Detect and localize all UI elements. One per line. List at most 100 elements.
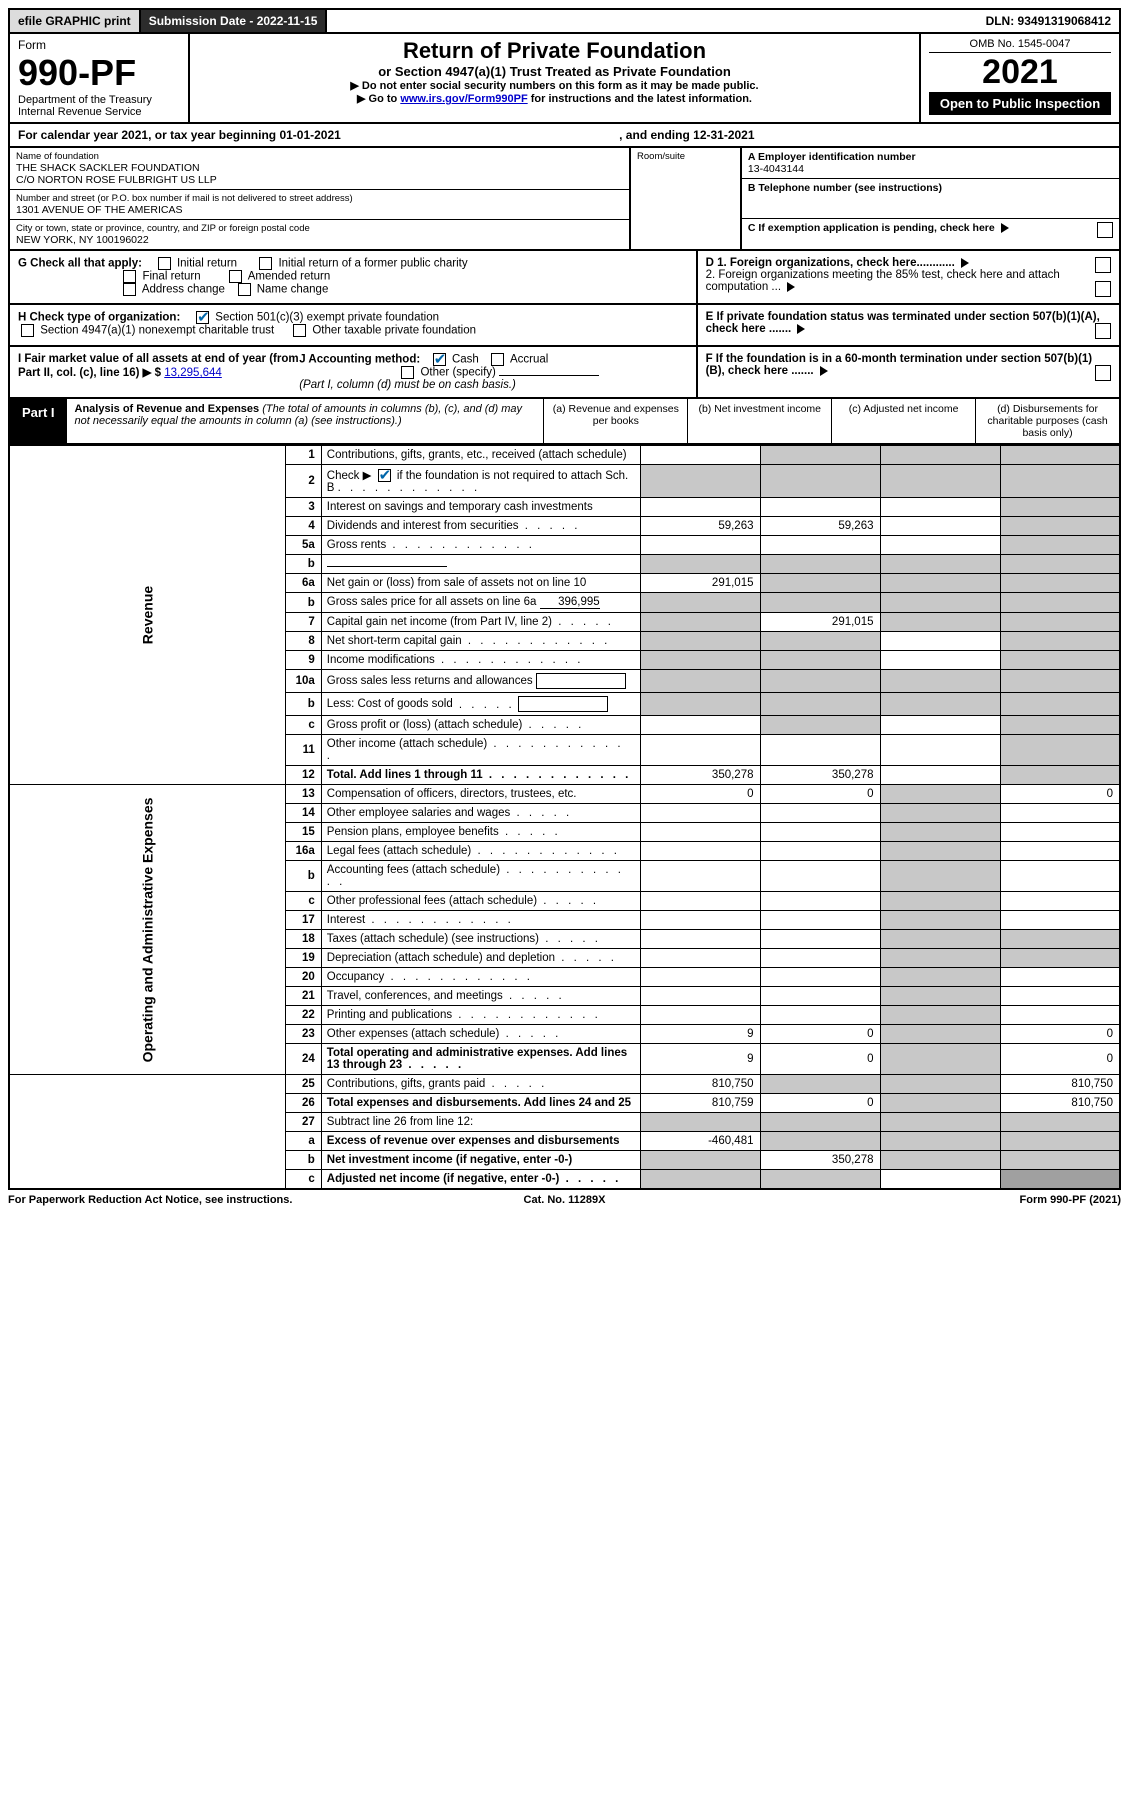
d1-row: D 1. Foreign organizations, check here..… — [706, 257, 1111, 269]
cell-a: 9 — [640, 1044, 760, 1075]
linenum: 12 — [285, 766, 321, 785]
cell-c — [880, 1044, 1000, 1075]
cell-a — [640, 1151, 760, 1170]
j-cash-checkbox[interactable] — [433, 353, 446, 366]
cell-c — [880, 670, 1000, 693]
cell-b — [760, 1132, 880, 1151]
i-value[interactable]: 13,295,644 — [164, 367, 222, 379]
cell-d — [1000, 536, 1120, 555]
cell-b — [760, 632, 880, 651]
cell-a: 0 — [640, 785, 760, 804]
part1-col-a: (a) Revenue and expenses per books — [543, 399, 687, 443]
linenum: 16a — [285, 842, 321, 861]
g-d-section: G Check all that apply: Initial return I… — [8, 251, 1121, 305]
cell-a — [640, 987, 760, 1006]
cell-d: 0 — [1000, 785, 1120, 804]
g-name-change-checkbox[interactable] — [238, 283, 251, 296]
row-label: Other income (attach schedule) — [321, 735, 640, 766]
cell-a — [640, 670, 760, 693]
cell-c — [880, 716, 1000, 735]
street-label: Number and street (or P.O. box number if… — [16, 193, 623, 204]
cell-c — [880, 735, 1000, 766]
e-checkbox[interactable] — [1095, 323, 1111, 339]
revenue-section-label: Revenue — [9, 446, 285, 785]
f-section: F If the foundation is in a 60-month ter… — [698, 347, 1119, 397]
c-arrow-icon — [1001, 223, 1009, 233]
linenum: 8 — [285, 632, 321, 651]
h-other-checkbox[interactable] — [293, 324, 306, 337]
cell-a — [640, 949, 760, 968]
d1-checkbox[interactable] — [1095, 257, 1111, 273]
d1-arrow-icon — [961, 258, 969, 268]
r2-checkbox[interactable] — [378, 469, 391, 482]
cell-a — [640, 613, 760, 632]
cell-c — [880, 842, 1000, 861]
info-grid: Name of foundation THE SHACK SACKLER FOU… — [8, 148, 1121, 251]
linenum: 11 — [285, 735, 321, 766]
cell-c — [880, 1151, 1000, 1170]
h-label: H Check type of organization: — [18, 312, 180, 324]
ij-f-section: I Fair market value of all assets at end… — [8, 347, 1121, 399]
h-501c3-checkbox[interactable] — [196, 311, 209, 324]
row-label: Other employee salaries and wages — [321, 804, 640, 823]
header-mid: Return of Private Foundation or Section … — [190, 34, 919, 122]
g-final-return-checkbox[interactable] — [123, 270, 136, 283]
cell-c — [880, 613, 1000, 632]
cell-b: 291,015 — [760, 613, 880, 632]
foundation-name1: THE SHACK SACKLER FOUNDATION — [16, 162, 623, 174]
form-header: Form 990-PF Department of the Treasury I… — [8, 34, 1121, 124]
h-4947-checkbox[interactable] — [21, 324, 34, 337]
cell-a — [640, 804, 760, 823]
row-label: Taxes (attach schedule) (see instruction… — [321, 930, 640, 949]
cell-b — [760, 987, 880, 1006]
cell-b — [760, 930, 880, 949]
cell-d — [1000, 693, 1120, 716]
cell-c — [880, 536, 1000, 555]
d2-checkbox[interactable] — [1095, 281, 1111, 297]
j-accrual-checkbox[interactable] — [491, 353, 504, 366]
cell-c — [880, 574, 1000, 593]
cell-c — [880, 651, 1000, 670]
linenum: 26 — [285, 1094, 321, 1113]
cell-d — [1000, 446, 1120, 465]
cell-b — [760, 593, 880, 613]
cell-a — [640, 892, 760, 911]
linenum: 4 — [285, 517, 321, 536]
cell-a: 9 — [640, 1025, 760, 1044]
cell-d: 0 — [1000, 1044, 1120, 1075]
row-label: Net short-term capital gain — [321, 632, 640, 651]
row-label: Interest — [321, 911, 640, 930]
inst2-link[interactable]: www.irs.gov/Form990PF — [400, 93, 527, 105]
ij-section: I Fair market value of all assets at end… — [10, 347, 698, 397]
g-initial-return-checkbox[interactable] — [158, 257, 171, 270]
c-checkbox[interactable] — [1097, 222, 1113, 238]
j-other-checkbox[interactable] — [401, 366, 414, 379]
cell-d — [1000, 1170, 1120, 1190]
cell-a: 810,750 — [640, 1075, 760, 1094]
name-cell: Name of foundation THE SHACK SACKLER FOU… — [10, 148, 629, 190]
row-label: Total. Add lines 1 through 11 — [321, 766, 640, 785]
row-label: Gross profit or (loss) (attach schedule) — [321, 716, 640, 735]
cell-b — [760, 949, 880, 968]
g-section: G Check all that apply: Initial return I… — [10, 251, 698, 303]
linenum: b — [285, 593, 321, 613]
cell-a — [640, 911, 760, 930]
part1-title: Analysis of Revenue and Expenses — [75, 403, 260, 415]
city-val: NEW YORK, NY 100196022 — [16, 234, 623, 246]
linenum: 7 — [285, 613, 321, 632]
g-label: G Check all that apply: — [18, 258, 142, 270]
name-label: Name of foundation — [16, 151, 623, 162]
cell-d — [1000, 593, 1120, 613]
efile-label[interactable]: efile GRAPHIC print — [10, 10, 141, 32]
g-initial-former-checkbox[interactable] — [259, 257, 272, 270]
linenum: 19 — [285, 949, 321, 968]
g-address-change-checkbox[interactable] — [123, 283, 136, 296]
ein-cell: A Employer identification number 13-4043… — [742, 148, 1119, 179]
cell-a — [640, 651, 760, 670]
j-label: J Accounting method: — [299, 354, 420, 366]
g-amended-return-checkbox[interactable] — [229, 270, 242, 283]
footer-left: For Paperwork Reduction Act Notice, see … — [8, 1194, 379, 1206]
cell-d — [1000, 949, 1120, 968]
row-label: Travel, conferences, and meetings — [321, 987, 640, 1006]
f-checkbox[interactable] — [1095, 365, 1111, 381]
